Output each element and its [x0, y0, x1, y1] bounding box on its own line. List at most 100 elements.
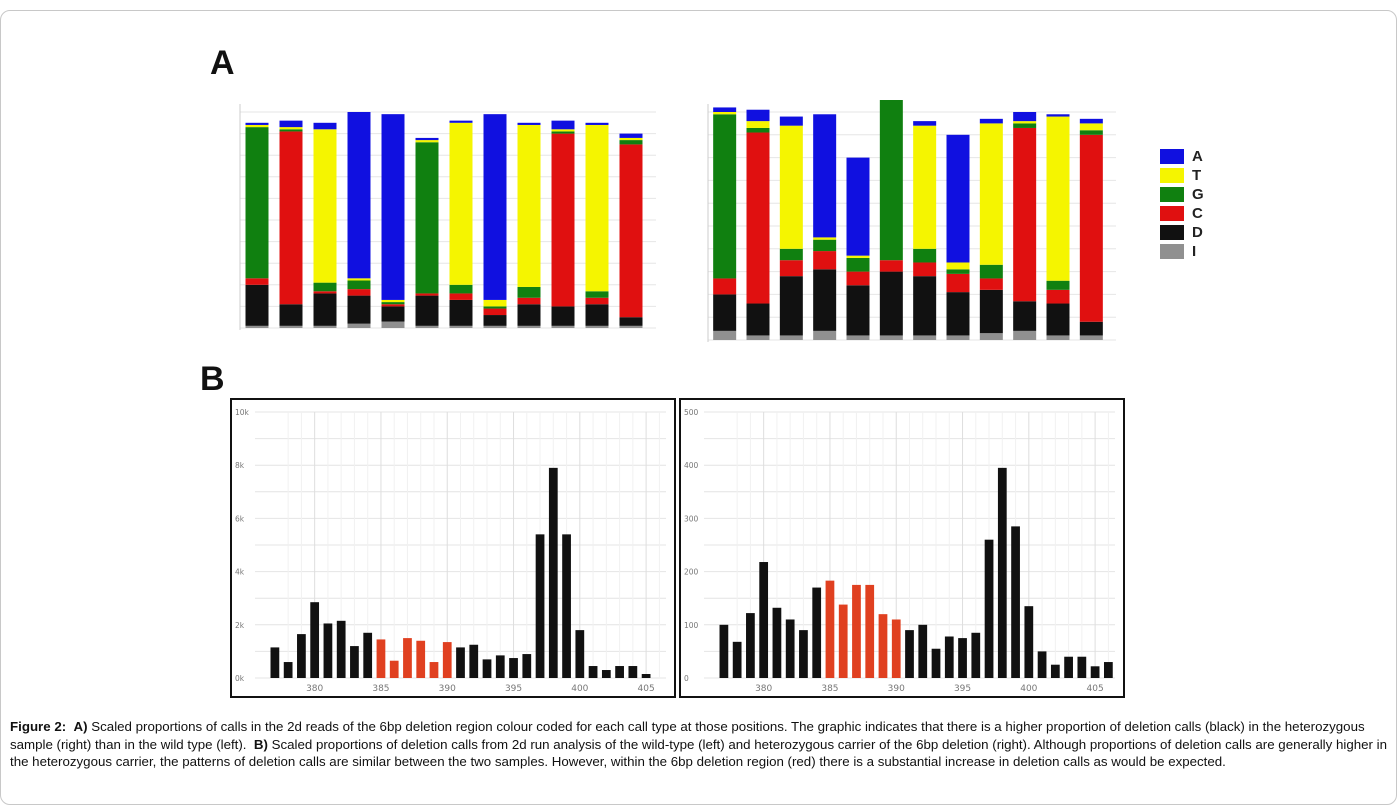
x-tick-label: 385: [821, 684, 838, 694]
y-tick-label: 400: [684, 461, 699, 470]
stack-segment-d: [347, 295, 371, 324]
stack-segment-g: [551, 131, 575, 134]
stack-segment-c: [979, 278, 1003, 290]
deletion-count-bar: [759, 562, 769, 678]
caption-b-text: Scaled proportions of deletion calls fro…: [10, 736, 1387, 770]
stack-segment-i: [879, 335, 903, 340]
deletion-count-bar: [984, 539, 994, 678]
stack-segment-i: [313, 325, 337, 328]
stack-segment-a: [585, 122, 609, 125]
stack-segment-a: [779, 116, 803, 126]
x-tick-label: 390: [888, 684, 905, 694]
deletion-count-bar: [509, 658, 518, 678]
stack-segment-i: [347, 323, 371, 328]
stack-segment-c: [879, 260, 903, 272]
deletion-chart-wildtype: 0k 2k 4k 6k 8k 10k 380 385 390 395 400 405: [230, 398, 676, 698]
stack-segment-c: [415, 293, 439, 296]
deletion-count-bar: [785, 619, 795, 678]
stack-segment-c: [713, 278, 737, 295]
deletion-region-bar: [865, 584, 875, 678]
deletion-count-bar: [336, 620, 346, 678]
deletion-count-bar: [719, 624, 729, 678]
deletion-count-bar: [1103, 662, 1113, 678]
stack-segment-g: [483, 306, 507, 309]
stack-segment-t: [245, 124, 269, 128]
stack-segment-c: [846, 271, 870, 286]
y-tick-label: 300: [684, 514, 699, 523]
legend-item-c: C: [1160, 204, 1204, 223]
stack-segment-g: [1046, 280, 1070, 290]
stack-segment-t: [1079, 123, 1103, 131]
deletion-count-bar: [495, 655, 505, 678]
deletion-region-bar: [878, 614, 888, 678]
stack-segment-g: [746, 127, 770, 133]
stack-segment-i: [846, 335, 870, 340]
stack-segment-i: [619, 325, 643, 328]
x-tick-label: 390: [439, 684, 456, 694]
deletion-count-bar: [297, 634, 306, 678]
stack-segment-c: [483, 308, 507, 316]
y-tick-label: 200: [684, 568, 699, 577]
x-tick-label: 405: [638, 684, 655, 694]
y-tick-label: 0: [684, 674, 689, 683]
deletion-count-bar: [1024, 606, 1034, 678]
stack-segment-c: [1046, 289, 1070, 304]
stack-segment-d: [551, 306, 575, 326]
deletion-count-bar: [746, 613, 755, 678]
stack-segment-d: [483, 315, 507, 326]
stack-segment-g: [415, 142, 439, 294]
stack-segment-d: [415, 295, 439, 326]
deletion-count-bar: [1050, 664, 1060, 678]
stack-segment-i: [585, 325, 609, 328]
stack-segment-d: [1079, 321, 1103, 336]
figure-caption: Figure 2: A) Scaled proportions of calls…: [10, 718, 1392, 771]
stack-segment-a: [1046, 114, 1070, 117]
deletion-count-bar: [628, 666, 638, 678]
stack-segment-t: [979, 123, 1003, 265]
stack-segment-a: [1079, 118, 1103, 124]
stack-segment-i: [1013, 330, 1037, 340]
stack-segment-g: [585, 291, 609, 298]
stack-segment-t: [381, 299, 405, 303]
stack-segment-i: [746, 335, 770, 340]
stack-segment-t: [1013, 121, 1037, 124]
legend-swatch: [1160, 168, 1184, 183]
deletion-region-bar: [825, 580, 835, 678]
deletion-count-bar: [641, 674, 651, 678]
stacked-chart-wildtype: [239, 104, 656, 330]
stack-segment-g: [846, 257, 870, 272]
legend-item-i: I: [1160, 242, 1204, 261]
legend-label: A: [1192, 148, 1203, 165]
legend-item-a: A: [1160, 147, 1204, 166]
legend-swatch: [1160, 244, 1184, 259]
stack-segment-i: [483, 325, 507, 328]
deletion-count-bar: [363, 632, 373, 678]
deletion-count-bar: [812, 587, 822, 678]
x-tick-label: 400: [1020, 684, 1037, 694]
stack-segment-d: [449, 299, 473, 326]
stack-segment-t: [415, 140, 439, 143]
stack-segment-t: [551, 129, 575, 132]
stack-segment-c: [913, 262, 937, 277]
stack-segment-c: [746, 132, 770, 304]
stack-segment-d: [619, 317, 643, 326]
legend-label: T: [1192, 167, 1202, 184]
stack-segment-d: [913, 276, 937, 336]
stack-segment-d: [517, 304, 541, 326]
deletion-count-bar: [548, 467, 558, 678]
deletion-region-bar: [403, 638, 412, 678]
stack-segment-a: [713, 107, 737, 112]
stack-segment-g: [913, 248, 937, 263]
stack-segment-g: [946, 269, 970, 274]
stack-segment-g: [879, 100, 903, 261]
stack-segment-t: [483, 299, 507, 307]
stack-segment-t: [913, 125, 937, 249]
stack-segment-i: [813, 330, 837, 340]
stack-segment-c: [1079, 134, 1103, 322]
y-tick-label: 500: [684, 408, 699, 417]
stack-segment-t: [585, 124, 609, 292]
deletion-region-bar: [442, 642, 452, 678]
stack-segment-c: [551, 133, 575, 307]
deletion-region-bar: [429, 662, 439, 678]
stack-segment-c: [779, 260, 803, 277]
